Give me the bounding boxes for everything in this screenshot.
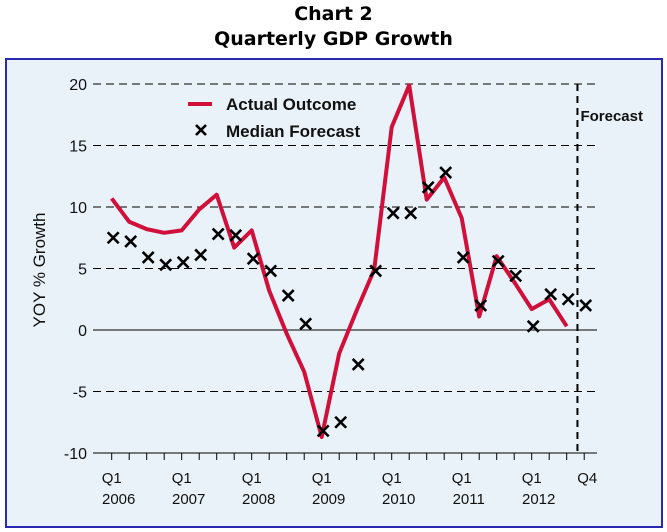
x-tick-label-year: 2011	[453, 491, 485, 508]
data-point-median-forecast	[561, 292, 575, 306]
chart-subtitle: Quarterly GDP Growth	[214, 28, 453, 50]
legend-swatch-median-forecast	[195, 124, 207, 136]
forecast-label: Forecast	[580, 108, 643, 125]
y-tick-label: -10	[64, 446, 87, 463]
y-axis-label: YOY % Growth	[30, 213, 49, 328]
data-point-median-forecast	[141, 251, 155, 264]
x-tick-label-quarter: Q1	[522, 470, 542, 487]
data-point-median-forecast	[351, 358, 365, 371]
data-point-median-forecast	[106, 231, 120, 245]
data-point-median-forecast	[474, 298, 488, 312]
data-point-median-forecast	[229, 228, 243, 242]
y-tick-label: 10	[69, 200, 87, 217]
x-tick-label-quarter: Q1	[172, 470, 192, 487]
y-tick-label: 0	[78, 323, 87, 340]
data-point-median-forecast	[421, 180, 435, 194]
x-tick-label-year: 2007	[172, 491, 205, 508]
data-point-median-forecast	[316, 424, 330, 438]
data-point-median-forecast	[124, 235, 138, 248]
data-point-median-forecast	[544, 287, 558, 301]
y-tick-label: 20	[69, 77, 87, 94]
data-point-median-forecast	[369, 264, 383, 278]
data-point-median-forecast	[194, 248, 208, 262]
data-point-median-forecast	[176, 255, 190, 269]
chart-title: Chart 2 Quarterly GDP Growth	[0, 2, 667, 52]
data-point-median-forecast	[264, 264, 278, 278]
x-tick-label-year: 2012	[522, 491, 555, 508]
series-line-actual-outcome	[110, 83, 569, 440]
x-tick-label-year: 2010	[382, 491, 415, 508]
y-tick-label: 15	[69, 139, 87, 156]
x-tick-label-quarter: Q1	[382, 470, 402, 487]
x-tick-label-quarter: Q1	[102, 470, 122, 487]
legend-label-median-forecast: Median Forecast	[226, 122, 360, 141]
data-point-median-forecast	[404, 206, 418, 220]
x-tick-label-year: 2009	[312, 491, 345, 508]
data-point-median-forecast	[509, 269, 523, 283]
data-point-median-forecast	[579, 298, 593, 312]
data-point-median-forecast	[491, 254, 505, 268]
x-tick-label-year: 2008	[242, 491, 275, 508]
x-tick-label-quarter: Q1	[452, 470, 472, 487]
data-point-median-forecast	[246, 252, 260, 266]
data-point-median-forecast	[334, 415, 348, 429]
x-tick-label-quarter: Q1	[242, 470, 262, 487]
data-point-median-forecast	[456, 251, 470, 264]
data-point-median-forecast	[211, 227, 225, 241]
data-point-median-forecast	[386, 206, 400, 220]
y-tick-label: -5	[73, 385, 87, 402]
x-tick-label-quarter: Q4	[577, 470, 597, 487]
data-point-median-forecast	[526, 319, 540, 333]
data-point-median-forecast	[299, 317, 313, 331]
data-point-median-forecast	[159, 258, 173, 272]
legend-label-actual-outcome: Actual Outcome	[226, 95, 356, 114]
data-point-median-forecast	[439, 166, 453, 179]
x-tick-label-quarter: Q1	[312, 470, 332, 487]
data-point-median-forecast	[281, 289, 295, 302]
x-tick-label-year: 2006	[102, 491, 135, 508]
y-tick-label: 5	[78, 262, 87, 279]
chart-title-main: Chart 2	[294, 3, 373, 25]
